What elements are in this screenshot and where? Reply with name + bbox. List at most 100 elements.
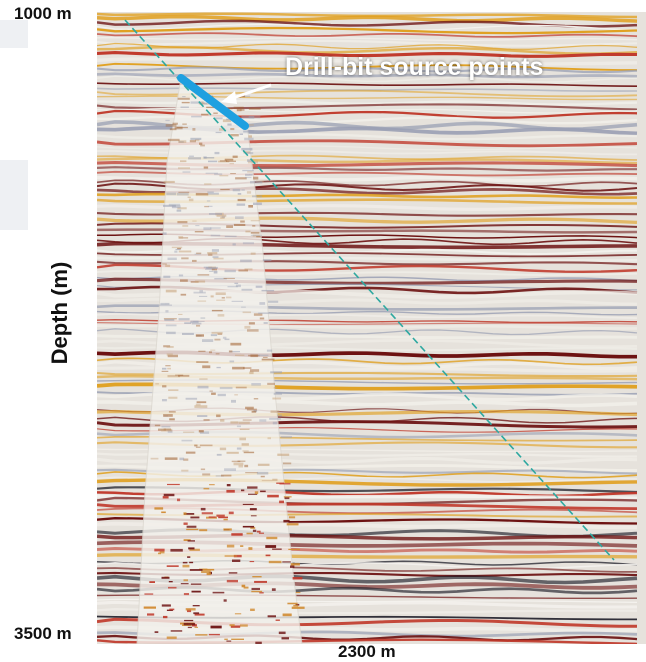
column-speckle — [226, 579, 238, 583]
column-speckle — [222, 336, 227, 339]
column-speckle — [240, 624, 248, 627]
column-speckle — [197, 385, 209, 389]
column-speckle — [260, 475, 265, 478]
column-speckle — [241, 116, 255, 119]
column-speckle — [166, 331, 176, 335]
column-speckle — [177, 221, 188, 224]
column-speckle — [178, 274, 184, 277]
column-speckle — [188, 157, 201, 160]
column-speckle — [224, 235, 237, 238]
column-speckle — [242, 242, 254, 245]
column-speckle — [218, 516, 228, 519]
column-speckle — [223, 528, 232, 531]
column-speckle — [266, 349, 273, 352]
column-speckle — [196, 252, 202, 254]
column-speckle — [158, 552, 161, 555]
column-speckle — [243, 451, 255, 454]
column-speckle — [194, 253, 201, 255]
column-speckle — [217, 314, 225, 317]
column-speckle — [209, 213, 222, 215]
column-speckle — [165, 302, 170, 305]
column-speckle — [230, 342, 242, 346]
column-speckle — [166, 353, 173, 356]
reflector-line — [97, 26, 638, 35]
column-speckle — [259, 317, 265, 320]
column-speckle — [186, 528, 199, 531]
column-speckle — [228, 511, 234, 515]
column-speckle — [167, 257, 177, 260]
column-speckle — [198, 350, 206, 352]
column-speckle — [242, 169, 254, 172]
column-speckle — [250, 231, 260, 234]
column-speckle — [203, 227, 212, 230]
column-speckle — [202, 102, 208, 105]
column-speckle — [162, 385, 167, 388]
column-speckle — [277, 453, 290, 456]
column-speckle — [267, 437, 271, 440]
column-speckle — [283, 496, 292, 498]
column-speckle — [185, 608, 196, 611]
column-speckle — [241, 288, 253, 291]
column-speckle — [232, 559, 241, 562]
column-speckle — [250, 515, 257, 517]
column-speckle — [183, 522, 188, 525]
column-speckle — [190, 320, 199, 324]
column-speckle — [203, 157, 215, 159]
column-speckle — [170, 548, 183, 552]
column-speckle — [201, 570, 211, 573]
column-speckle — [216, 514, 225, 517]
column-speckle — [247, 329, 259, 332]
column-speckle — [295, 592, 301, 594]
column-speckle — [248, 322, 255, 325]
column-speckle — [178, 167, 190, 170]
reflector-line — [97, 51, 638, 58]
column-speckle — [242, 419, 252, 421]
column-speckle — [163, 615, 168, 619]
column-speckle — [178, 250, 192, 253]
column-speckle — [208, 516, 216, 518]
column-speckle — [193, 291, 206, 294]
column-speckle — [246, 408, 257, 411]
column-speckle — [268, 560, 282, 564]
column-speckle — [189, 548, 200, 551]
column-speckle — [181, 469, 189, 472]
column-speckle — [180, 583, 189, 585]
column-speckle — [168, 411, 176, 413]
column-speckle — [209, 270, 214, 272]
column-speckle — [210, 295, 214, 298]
column-speckle — [247, 486, 258, 489]
column-speckle — [231, 533, 243, 536]
column-speckle — [185, 451, 196, 454]
column-speckle — [161, 428, 173, 432]
column-speckle — [249, 371, 254, 375]
column-speckle — [183, 512, 187, 515]
column-speckle — [154, 631, 159, 633]
column-speckle — [284, 496, 290, 500]
column-speckle — [161, 370, 169, 372]
column-speckle — [241, 147, 253, 151]
depth-top-label: 1000 m — [14, 4, 72, 23]
column-speckle — [193, 320, 205, 322]
column-speckle — [178, 141, 184, 143]
column-speckle — [244, 268, 253, 271]
column-speckle — [229, 162, 234, 165]
column-speckle — [275, 619, 280, 621]
column-speckle — [290, 563, 300, 566]
column-speckle — [245, 472, 258, 474]
column-speckle — [161, 511, 166, 514]
column-speckle — [252, 576, 262, 578]
column-speckle — [256, 236, 261, 238]
column-speckle — [251, 410, 257, 413]
column-speckle — [237, 193, 242, 195]
column-speckle — [281, 637, 289, 640]
column-speckle — [200, 317, 206, 319]
column-speckle — [242, 525, 255, 528]
column-speckle — [253, 202, 262, 205]
column-speckle — [154, 507, 164, 510]
column-speckle — [183, 579, 188, 582]
column-speckle — [195, 403, 201, 406]
column-speckle — [216, 453, 222, 456]
column-speckle — [273, 387, 278, 389]
column-speckle — [206, 106, 218, 108]
column-speckle — [206, 266, 218, 269]
